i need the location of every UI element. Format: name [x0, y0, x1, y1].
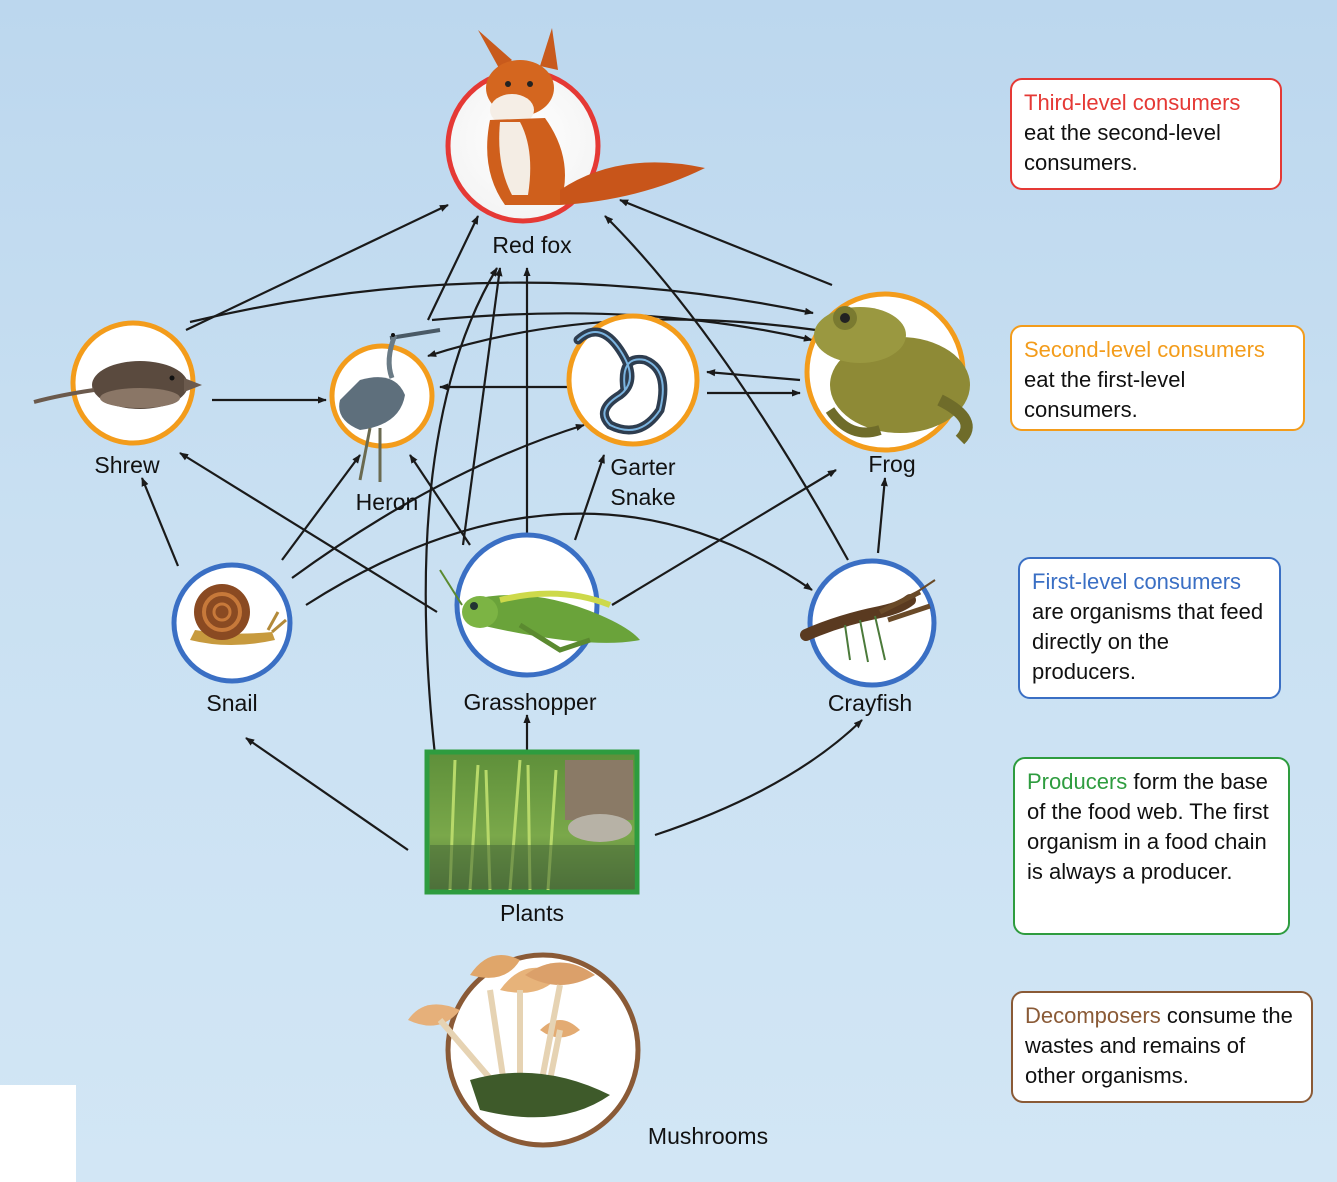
label-plants: Plants [500, 900, 564, 926]
label-mushrooms: Mushrooms [648, 1123, 768, 1149]
arrow-snail-to-shrew [140, 477, 180, 567]
arrow-frog-to-fox [619, 198, 833, 287]
corner-note-patch [0, 1085, 76, 1182]
legend-third-level: Third-level consumers eat the second-lev… [1010, 78, 1282, 190]
legend-second-level: Second-level consumers eat the first-lev… [1010, 325, 1305, 431]
arrow-grasshopper-to-heron [409, 454, 471, 546]
legend-producers-term: Producers [1027, 769, 1128, 794]
node-crayfish [800, 558, 937, 688]
crayfish-icon [800, 579, 936, 663]
label-garter-snake-line2: Snake [610, 484, 675, 510]
arrow-snail-to-crayfish [305, 512, 813, 606]
arrow-plants-to-snail [245, 737, 409, 851]
label-frog: Frog [868, 451, 915, 477]
arrow-grasshopper-to-snake [573, 454, 606, 541]
label-garter-snake-line1: Garter [610, 454, 676, 480]
arrow-crayfish-to-fox [604, 215, 849, 561]
legend-first-text: are organisms that feed directly on the … [1032, 599, 1264, 684]
arrow-grasshopper-to-frog [611, 469, 837, 606]
label-snail: Snail [206, 690, 257, 716]
legend-second-text: eat the first-level consumers. [1024, 367, 1186, 422]
label-crayfish: Crayfish [828, 690, 912, 716]
node-mushrooms [408, 952, 641, 1148]
arrow-frog-to-snake [706, 369, 801, 382]
label-heron: Heron [356, 489, 419, 515]
legend-decomposers-term: Decomposers [1025, 1003, 1161, 1028]
arrow-snail-to-snake [291, 423, 585, 579]
arrow-plants-to-fox [424, 267, 498, 756]
snail-icon [190, 584, 287, 645]
label-grasshopper: Grasshopper [464, 689, 597, 715]
legend-third-term: Third-level consumers [1024, 90, 1241, 115]
legend-first-term: First-level consumers [1032, 569, 1242, 594]
legend-second-term: Second-level consumers [1024, 337, 1265, 362]
node-plants [424, 749, 640, 895]
legend-producers: Producers form the base of the food web.… [1013, 757, 1290, 935]
shrew-icon [33, 361, 202, 409]
legend-decomposers-text: consume the wastes and remains of other … [1025, 1003, 1293, 1088]
fox-icon [478, 28, 705, 205]
node-grasshopper [439, 532, 640, 678]
arrow-shrew-to-fox [185, 204, 449, 331]
arrow-shrew-to-frog [189, 281, 814, 324]
legend-first-level: First-level consumers are organisms that… [1018, 557, 1281, 699]
label-shrew: Shrew [94, 452, 160, 478]
snake-icon [573, 327, 668, 435]
frog-icon [814, 306, 973, 445]
arrow-snail-to-heron [281, 454, 361, 561]
legend-third-text: eat the second-level consumers. [1024, 120, 1221, 175]
arrow-heron-to-fox [427, 215, 479, 321]
node-shrew [33, 320, 202, 446]
node-red-fox [445, 28, 705, 224]
label-red-fox: Red fox [492, 232, 572, 258]
mushroom-icon [408, 955, 610, 1118]
arrow-grasshopper-to-shrew [179, 452, 438, 613]
legend-producers-text: form the base of the food web. The first… [1027, 769, 1269, 884]
arrow-crayfish-to-frog [876, 477, 888, 554]
heron-icon [339, 328, 441, 482]
node-garter-snake [566, 313, 700, 447]
legend-decomposers: Decomposers consume the wastes and remai… [1011, 991, 1313, 1103]
arrow-plants-to-crayfish [654, 719, 863, 837]
node-snail [171, 562, 293, 684]
arrow-grasshopper-to-fox [461, 267, 503, 546]
node-heron [329, 328, 441, 482]
node-frog [804, 291, 973, 453]
grasshopper-icon [439, 569, 640, 653]
